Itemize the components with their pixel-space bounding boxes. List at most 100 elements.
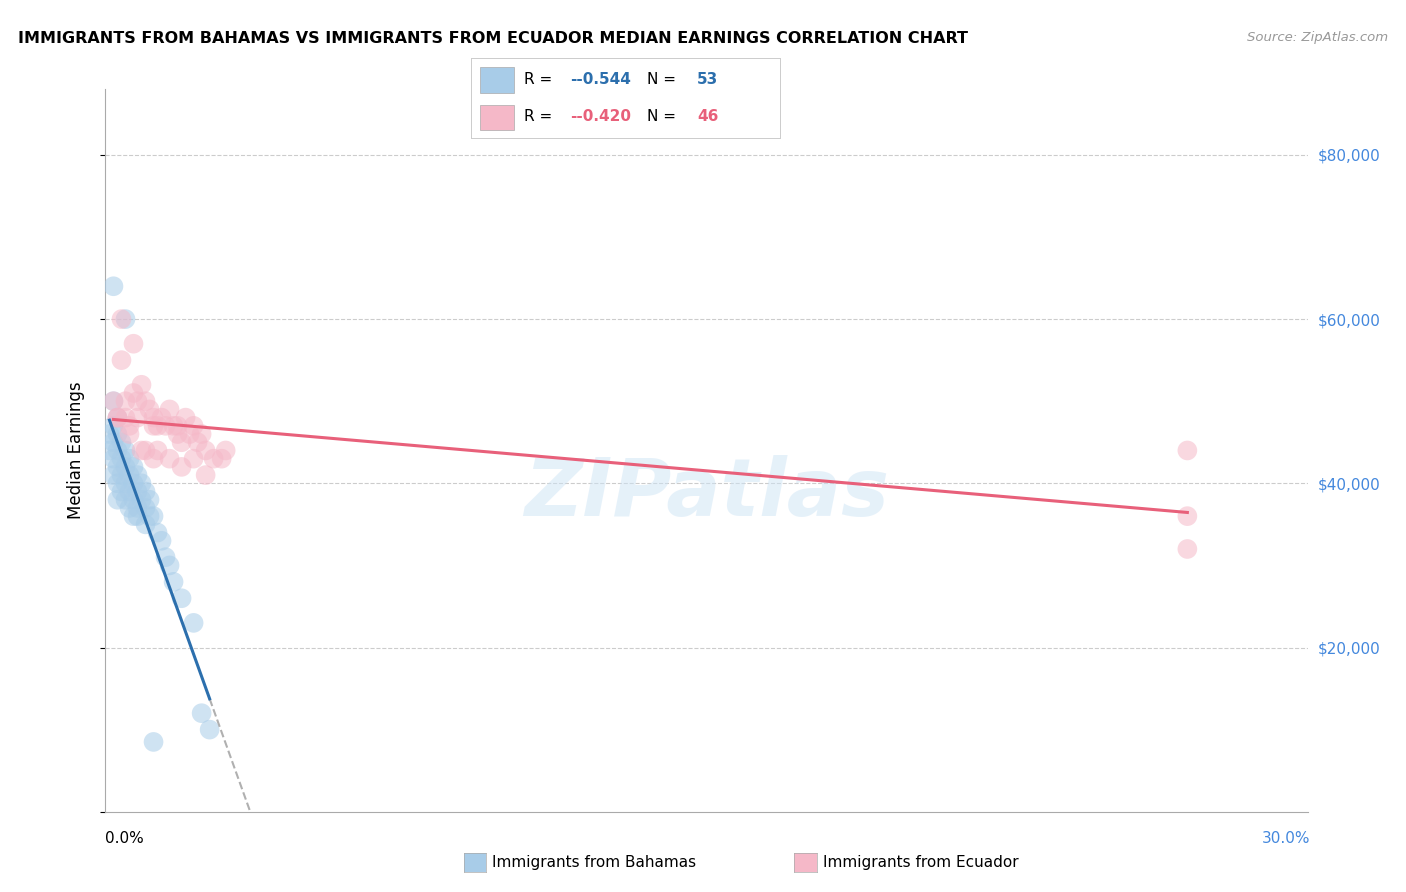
Point bbox=[142, 735, 165, 749]
Text: IMMIGRANTS FROM BAHAMAS VS IMMIGRANTS FROM ECUADOR MEDIAN EARNINGS CORRELATION C: IMMIGRANTS FROM BAHAMAS VS IMMIGRANTS FR… bbox=[18, 31, 969, 46]
Point bbox=[159, 558, 181, 573]
Point bbox=[114, 410, 136, 425]
Point bbox=[183, 615, 205, 630]
Text: N =: N = bbox=[647, 72, 681, 87]
Point bbox=[98, 427, 121, 442]
Point bbox=[107, 459, 129, 474]
Point bbox=[155, 418, 177, 433]
Point bbox=[131, 443, 153, 458]
Point bbox=[162, 574, 184, 589]
Point bbox=[214, 443, 236, 458]
Text: --0.420: --0.420 bbox=[569, 109, 631, 124]
Point bbox=[122, 386, 145, 401]
Point bbox=[107, 476, 129, 491]
Point bbox=[131, 377, 153, 392]
Point bbox=[211, 451, 233, 466]
Point bbox=[166, 427, 188, 442]
Point bbox=[122, 336, 145, 351]
Point bbox=[118, 451, 141, 466]
FancyBboxPatch shape bbox=[481, 67, 515, 93]
Point bbox=[198, 723, 221, 737]
Point bbox=[190, 427, 212, 442]
Point bbox=[131, 476, 153, 491]
Point bbox=[118, 500, 141, 515]
Point bbox=[135, 394, 157, 409]
Point bbox=[135, 484, 157, 499]
Point bbox=[103, 418, 125, 433]
Point bbox=[127, 394, 149, 409]
Point bbox=[110, 435, 132, 450]
Point bbox=[110, 312, 132, 326]
Point bbox=[138, 402, 160, 417]
Point bbox=[159, 402, 181, 417]
Point bbox=[118, 427, 141, 442]
Text: 53: 53 bbox=[697, 72, 718, 87]
Point bbox=[146, 443, 169, 458]
Point bbox=[110, 484, 132, 499]
Point bbox=[103, 435, 125, 450]
Point bbox=[1177, 541, 1199, 556]
Point bbox=[190, 706, 212, 721]
Point bbox=[179, 427, 201, 442]
Point bbox=[110, 451, 132, 466]
Point bbox=[107, 410, 129, 425]
Point bbox=[170, 591, 193, 606]
Text: --0.544: --0.544 bbox=[569, 72, 631, 87]
Point bbox=[183, 451, 205, 466]
Point bbox=[98, 443, 121, 458]
Text: ZIPatlas: ZIPatlas bbox=[524, 455, 889, 533]
Point bbox=[103, 451, 125, 466]
Text: R =: R = bbox=[523, 72, 557, 87]
Point bbox=[114, 459, 136, 474]
Point bbox=[142, 418, 165, 433]
Point bbox=[114, 476, 136, 491]
Point bbox=[118, 418, 141, 433]
Point bbox=[122, 476, 145, 491]
Point bbox=[202, 451, 225, 466]
Point bbox=[166, 418, 188, 433]
Point bbox=[103, 394, 125, 409]
Point bbox=[1177, 509, 1199, 524]
Text: N =: N = bbox=[647, 109, 681, 124]
Point bbox=[194, 468, 217, 483]
Text: 30.0%: 30.0% bbox=[1263, 831, 1310, 846]
Point bbox=[107, 492, 129, 507]
Point bbox=[1177, 443, 1199, 458]
Point bbox=[150, 410, 173, 425]
Point bbox=[127, 484, 149, 499]
Point bbox=[114, 443, 136, 458]
Point bbox=[122, 509, 145, 524]
Point bbox=[131, 492, 153, 507]
Point bbox=[135, 443, 157, 458]
Point bbox=[127, 468, 149, 483]
FancyBboxPatch shape bbox=[481, 104, 515, 130]
Point bbox=[142, 410, 165, 425]
Point bbox=[155, 550, 177, 565]
Point bbox=[118, 484, 141, 499]
Point bbox=[122, 492, 145, 507]
Point bbox=[103, 468, 125, 483]
Point bbox=[194, 443, 217, 458]
Text: Source: ZipAtlas.com: Source: ZipAtlas.com bbox=[1247, 31, 1388, 45]
Text: 46: 46 bbox=[697, 109, 718, 124]
Point bbox=[135, 517, 157, 532]
Point bbox=[107, 410, 129, 425]
Point bbox=[107, 443, 129, 458]
Text: R =: R = bbox=[523, 109, 557, 124]
Point bbox=[127, 410, 149, 425]
Point bbox=[114, 394, 136, 409]
Point bbox=[187, 435, 209, 450]
Point bbox=[122, 459, 145, 474]
Point bbox=[110, 353, 132, 368]
Point bbox=[174, 410, 197, 425]
Point bbox=[103, 279, 125, 293]
Point bbox=[146, 418, 169, 433]
Point bbox=[183, 418, 205, 433]
Point bbox=[103, 394, 125, 409]
Point bbox=[107, 427, 129, 442]
Point bbox=[135, 500, 157, 515]
Text: Immigrants from Bahamas: Immigrants from Bahamas bbox=[492, 855, 696, 870]
Point bbox=[118, 468, 141, 483]
Point bbox=[110, 468, 132, 483]
Point bbox=[150, 533, 173, 548]
